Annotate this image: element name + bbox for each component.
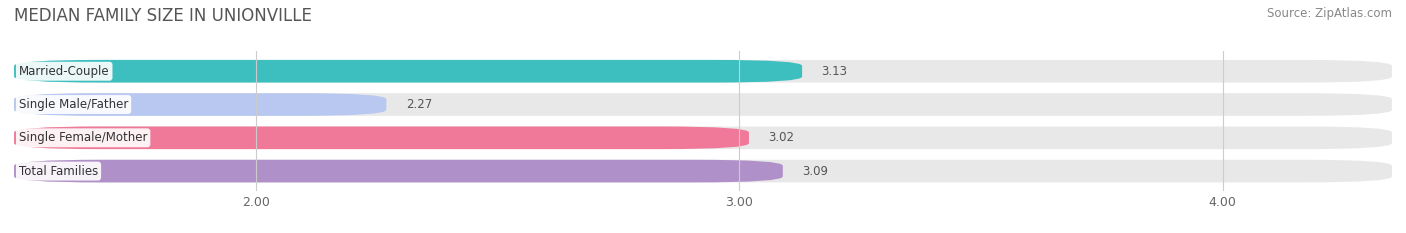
Text: Total Families: Total Families xyxy=(18,164,98,178)
Text: Source: ZipAtlas.com: Source: ZipAtlas.com xyxy=(1267,7,1392,20)
FancyBboxPatch shape xyxy=(14,60,1392,82)
FancyBboxPatch shape xyxy=(14,93,387,116)
Text: Single Male/Father: Single Male/Father xyxy=(18,98,128,111)
Text: 2.27: 2.27 xyxy=(406,98,432,111)
FancyBboxPatch shape xyxy=(14,127,749,149)
Text: 3.13: 3.13 xyxy=(821,65,848,78)
FancyBboxPatch shape xyxy=(14,93,1392,116)
Text: MEDIAN FAMILY SIZE IN UNIONVILLE: MEDIAN FAMILY SIZE IN UNIONVILLE xyxy=(14,7,312,25)
Text: Married-Couple: Married-Couple xyxy=(18,65,110,78)
Text: 3.09: 3.09 xyxy=(801,164,828,178)
Text: 3.02: 3.02 xyxy=(768,131,794,144)
FancyBboxPatch shape xyxy=(14,160,783,182)
Text: Single Female/Mother: Single Female/Mother xyxy=(18,131,148,144)
FancyBboxPatch shape xyxy=(14,60,801,82)
FancyBboxPatch shape xyxy=(14,160,1392,182)
FancyBboxPatch shape xyxy=(14,127,1392,149)
